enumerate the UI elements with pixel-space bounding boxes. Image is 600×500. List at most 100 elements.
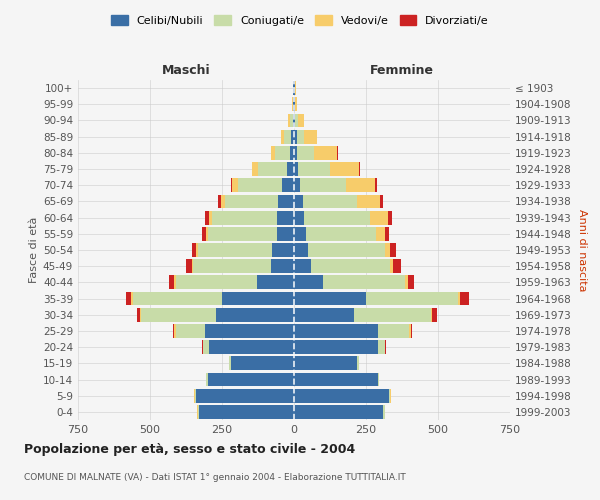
Bar <box>238 178 283 192</box>
Bar <box>294 260 311 273</box>
Bar <box>294 292 366 306</box>
Bar <box>169 276 175 289</box>
Bar <box>377 372 379 386</box>
Bar <box>380 194 383 208</box>
Bar <box>221 194 225 208</box>
Bar <box>230 356 294 370</box>
Bar <box>294 324 377 338</box>
Bar <box>277 210 294 224</box>
Bar <box>202 227 206 240</box>
Bar <box>176 276 257 289</box>
Bar <box>458 292 460 306</box>
Bar <box>175 324 176 338</box>
Bar <box>173 324 175 338</box>
Bar <box>294 308 355 322</box>
Bar <box>290 146 294 160</box>
Bar <box>294 210 304 224</box>
Bar <box>140 308 142 322</box>
Bar <box>271 260 294 273</box>
Bar <box>131 292 133 306</box>
Text: Popolazione per età, sesso e stato civile - 2004: Popolazione per età, sesso e stato civil… <box>24 442 355 456</box>
Bar <box>199 405 294 419</box>
Bar <box>252 162 258 176</box>
Bar <box>377 340 385 354</box>
Bar <box>142 308 216 322</box>
Bar <box>294 227 305 240</box>
Bar <box>376 227 385 240</box>
Bar <box>230 178 232 192</box>
Bar <box>358 356 359 370</box>
Bar <box>287 162 294 176</box>
Bar <box>197 405 199 419</box>
Bar <box>229 356 230 370</box>
Bar <box>294 372 377 386</box>
Bar <box>366 292 458 306</box>
Bar <box>431 308 432 322</box>
Bar <box>258 162 287 176</box>
Bar <box>205 210 209 224</box>
Bar <box>294 162 298 176</box>
Bar <box>212 210 277 224</box>
Bar <box>298 114 304 128</box>
Bar <box>304 130 317 143</box>
Bar <box>305 227 376 240</box>
Bar <box>295 114 298 128</box>
Bar <box>432 308 437 322</box>
Bar <box>391 260 394 273</box>
Bar <box>314 146 337 160</box>
Bar <box>206 227 208 240</box>
Bar <box>288 114 290 128</box>
Bar <box>374 178 377 192</box>
Bar <box>209 340 294 354</box>
Bar <box>370 210 388 224</box>
Bar <box>193 260 271 273</box>
Bar <box>388 210 392 224</box>
Bar <box>355 308 431 322</box>
Bar <box>298 162 330 176</box>
Bar <box>203 340 209 354</box>
Bar <box>385 243 391 257</box>
Bar <box>311 260 391 273</box>
Bar <box>277 227 294 240</box>
Bar <box>300 178 346 192</box>
Bar <box>385 227 389 240</box>
Bar <box>222 292 294 306</box>
Bar <box>216 308 294 322</box>
Bar <box>208 227 277 240</box>
Bar <box>205 324 294 338</box>
Bar <box>383 405 385 419</box>
Bar <box>394 260 401 273</box>
Bar <box>294 389 389 402</box>
Bar <box>460 292 469 306</box>
Bar <box>410 324 412 338</box>
Bar <box>304 210 370 224</box>
Bar <box>206 372 208 386</box>
Bar <box>186 260 192 273</box>
Bar <box>192 243 196 257</box>
Bar <box>294 276 323 289</box>
Bar <box>358 194 380 208</box>
Bar <box>209 210 212 224</box>
Y-axis label: Anni di nascita: Anni di nascita <box>577 208 587 291</box>
Bar <box>272 243 294 257</box>
Bar <box>323 276 405 289</box>
Bar <box>297 130 304 143</box>
Bar <box>408 276 413 289</box>
Bar <box>294 356 358 370</box>
Bar <box>192 260 193 273</box>
Bar <box>225 194 278 208</box>
Bar <box>284 130 291 143</box>
Bar <box>294 194 302 208</box>
Bar <box>293 114 294 128</box>
Bar <box>283 178 294 192</box>
Bar <box>330 162 359 176</box>
Bar <box>389 389 391 402</box>
Bar <box>294 340 377 354</box>
Bar <box>294 243 308 257</box>
Bar <box>281 130 284 143</box>
Text: Femmine: Femmine <box>370 64 434 77</box>
Bar <box>208 372 294 386</box>
Bar <box>377 324 409 338</box>
Bar <box>197 243 272 257</box>
Bar <box>194 389 196 402</box>
